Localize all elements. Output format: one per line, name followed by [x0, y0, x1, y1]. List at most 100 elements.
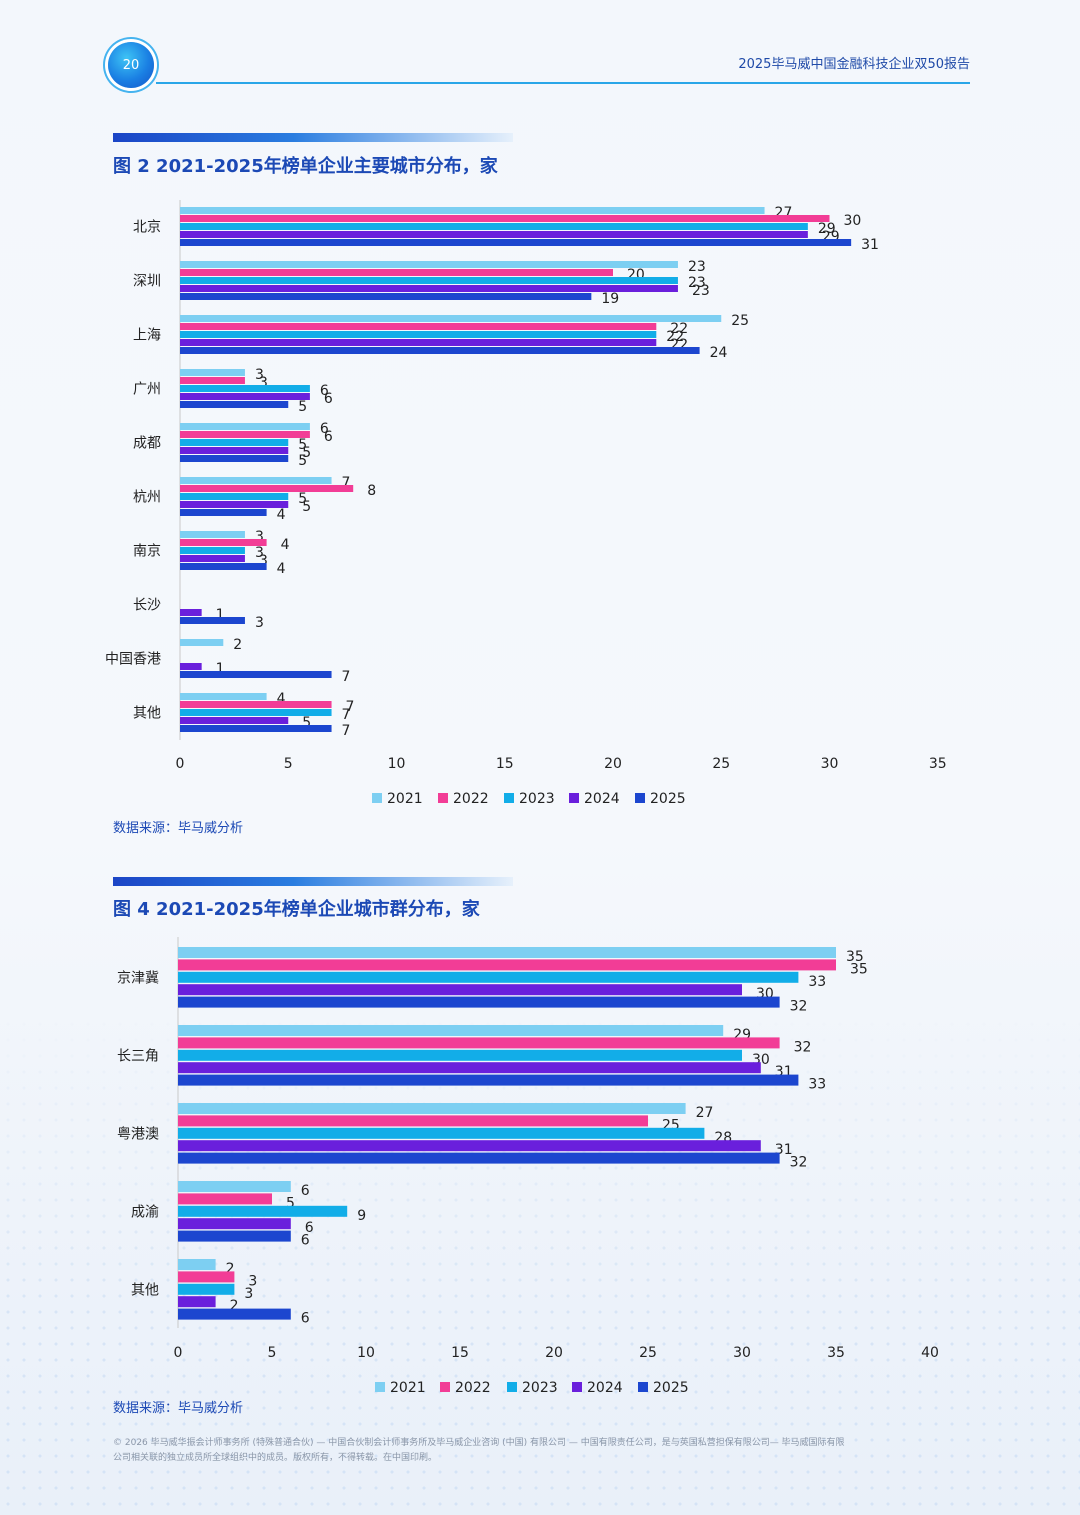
fig2-data-label: 2	[233, 637, 242, 653]
fig2-data-label: 1	[216, 607, 225, 623]
fig4-legend-swatch-2025	[638, 1382, 648, 1392]
fig4-bar-2023	[178, 1205, 348, 1217]
fig2-bar-2025	[180, 509, 267, 516]
fig4-bar-2024	[178, 1218, 291, 1230]
fig4-data-label: 32	[790, 999, 808, 1015]
fig4-bar-2025	[178, 1308, 291, 1320]
fig2-data-label: 7	[342, 707, 351, 723]
fig2-bar-2025	[180, 293, 592, 300]
fig2-data-label: 5	[302, 445, 311, 461]
fig4-legend-swatch-2024	[572, 1382, 582, 1392]
fig2-data-label: 22	[666, 329, 684, 345]
fig4-category-label: 其他	[131, 1282, 159, 1298]
fig4-x-tick-label: 5	[268, 1345, 277, 1361]
fig2-bar-2021	[180, 639, 224, 646]
fig4-category-label: 京津冀	[117, 970, 159, 986]
fig2-legend-label: 2023	[519, 791, 555, 807]
fig2-x-tick-label: 20	[604, 756, 622, 772]
fig2-data-label: 8	[367, 483, 376, 499]
fig2-bar-2024	[180, 717, 289, 724]
fig2-bar-2025	[180, 725, 332, 732]
fig2-bar-2022	[180, 215, 830, 222]
fig2-data-label: 5	[302, 715, 311, 731]
fig2-data-label: 4	[277, 691, 286, 707]
fig2-bar-2025	[180, 401, 289, 408]
fig2-data-label: 4	[277, 561, 286, 577]
fig2-legend-swatch-2023	[504, 793, 514, 803]
fig4-bar-2022	[178, 1037, 780, 1049]
fig2-bar-2024	[180, 609, 202, 616]
fig2-x-tick-label: 15	[496, 756, 514, 772]
figure2-accent-bar	[113, 133, 513, 142]
fig2-data-label: 3	[255, 367, 264, 383]
fig4-x-tick-label: 0	[174, 1345, 183, 1361]
fig2-data-label: 3	[255, 529, 264, 545]
fig4-legend-swatch-2023	[507, 1382, 517, 1392]
fig2-bar-2022	[180, 701, 332, 708]
fig2-bar-2023	[180, 547, 245, 554]
fig2-data-label: 3	[255, 545, 264, 561]
fig2-x-tick-label: 25	[712, 756, 730, 772]
page-number-badge: 20	[108, 42, 154, 88]
fig4-bar-2022	[178, 1115, 648, 1127]
fig2-category-label: 成都	[133, 436, 161, 452]
fig2-x-tick-label: 30	[821, 756, 839, 772]
fig4-bar-2024	[178, 1140, 761, 1152]
fig2-bar-2021	[180, 423, 310, 430]
fig2-data-label: 30	[844, 213, 862, 229]
fig2-bar-2023	[180, 439, 289, 446]
fig2-data-label: 29	[818, 221, 836, 237]
fig2-legend-label: 2021	[387, 791, 423, 807]
fig4-data-label: 32	[790, 1155, 808, 1171]
fig2-bar-2021	[180, 315, 722, 322]
footer-line-1: © 2026 毕马威华振会计师事务所 (特殊普通合伙) — 中国合伙制会计师事务…	[113, 1438, 845, 1448]
fig4-data-label: 33	[808, 1077, 826, 1093]
fig2-data-label: 6	[320, 383, 329, 399]
fig4-category-label: 粤港澳	[117, 1126, 159, 1142]
figure4-title: 图 4 2021-2025年榜单企业城市群分布，家	[113, 899, 480, 920]
fig2-bar-2024	[180, 447, 289, 454]
fig2-x-tick-label: 10	[388, 756, 406, 772]
fig4-bar-2021	[178, 1259, 216, 1270]
fig2-legend-label: 2022	[453, 791, 489, 807]
fig2-bar-2024	[180, 231, 808, 238]
fig2-bar-2021	[180, 369, 245, 376]
footer-line-2: 公司相关联的独立成员所全球组织中的成员。版权所有，不得转载。在中国印刷。	[113, 1453, 438, 1463]
fig2-category-label: 杭州	[133, 490, 161, 506]
copyright-footer: © 2026 毕马威华振会计师事务所 (特殊普通合伙) — 中国合伙制会计师事务…	[113, 1436, 973, 1466]
fig4-data-label: 6	[305, 1220, 314, 1236]
fig2-bar-2023	[180, 709, 332, 716]
fig2-bar-2022	[180, 485, 354, 492]
dot-pattern-decoration	[0, 1000, 1080, 1515]
fig2-data-label: 3	[259, 553, 268, 569]
fig4-legend-label: 2024	[587, 1380, 623, 1396]
fig4-bar-2023	[178, 1127, 705, 1139]
report-title: 2025毕马威中国金融科技企业双50报告	[738, 57, 970, 72]
fig2-x-tick-label: 35	[929, 756, 947, 772]
fig4-bar-2025	[178, 1074, 799, 1086]
fig4-data-label: 3	[248, 1273, 257, 1289]
fig4-bar-2021	[178, 1103, 686, 1114]
fig2-legend-label: 2024	[584, 791, 620, 807]
fig4-category-label: 长三角	[117, 1048, 159, 1064]
fig2-category-label: 长沙	[133, 598, 161, 614]
fig2-data-label: 22	[670, 321, 688, 337]
fig2-data-label: 5	[298, 453, 307, 469]
fig2-bar-2021	[180, 261, 678, 268]
fig2-bar-2023	[180, 385, 310, 392]
fig4-data-label: 6	[301, 1233, 310, 1249]
fig4-bar-2021	[178, 1181, 291, 1192]
fig2-bar-2024	[180, 663, 202, 670]
fig2-bar-2022	[180, 539, 267, 546]
fig4-data-label: 27	[696, 1105, 714, 1121]
fig2-bar-2024	[180, 285, 678, 292]
fig4-legend-label: 2025	[653, 1380, 689, 1396]
fig4-bar-2022	[178, 1271, 235, 1283]
figure4-source: 数据来源：毕马威分析	[113, 1401, 244, 1416]
fig2-bar-2024	[180, 339, 657, 346]
fig4-data-label: 35	[850, 961, 868, 977]
fig2-x-tick-label: 5	[284, 756, 293, 772]
fig2-bar-2023	[180, 223, 808, 230]
fig2-data-label: 7	[342, 723, 351, 739]
